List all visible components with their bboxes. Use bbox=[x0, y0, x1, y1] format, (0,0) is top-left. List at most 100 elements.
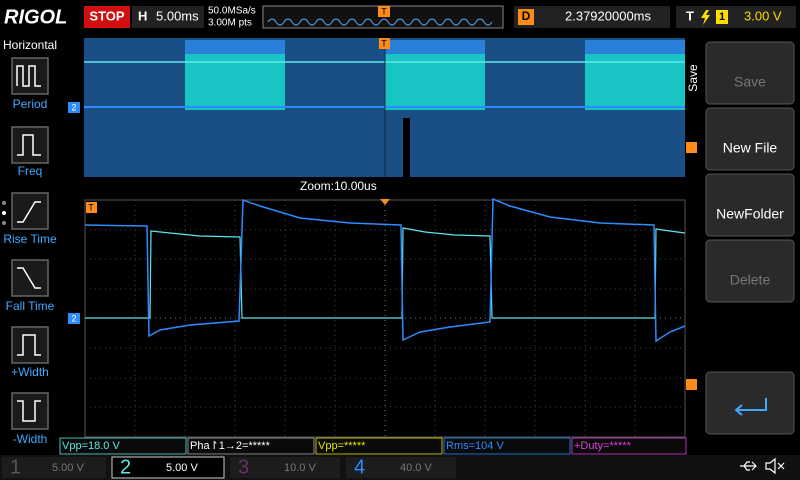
icon-box[interactable] bbox=[11, 392, 49, 430]
channel-box[interactable] bbox=[346, 457, 456, 478]
channel-number: 1 bbox=[10, 456, 21, 478]
measure-box bbox=[443, 437, 571, 455]
icon-box[interactable] bbox=[11, 259, 49, 297]
burst-top bbox=[385, 40, 485, 54]
return-button[interactable] bbox=[705, 371, 795, 435]
trigger-level: 3.00 V bbox=[744, 8, 782, 23]
measure-box bbox=[187, 437, 315, 455]
menu-item[interactable]: Period bbox=[13, 97, 48, 111]
measure-bar bbox=[60, 438, 686, 454]
delay: 2.37920000ms bbox=[565, 8, 652, 23]
menu-item[interactable]: Freq bbox=[18, 164, 43, 178]
channel-scale: 5.00 V bbox=[52, 462, 84, 474]
icon bbox=[17, 201, 41, 223]
channel-box[interactable] bbox=[2, 457, 106, 478]
button-label: New File bbox=[723, 140, 778, 156]
menu-title: Save bbox=[686, 64, 700, 92]
menu-item[interactable]: +Width bbox=[11, 365, 49, 379]
channel-number: 3 bbox=[238, 456, 249, 478]
run-state: STOP bbox=[89, 8, 124, 23]
trigger-marker-box bbox=[86, 202, 97, 213]
menu-icons bbox=[11, 57, 49, 430]
trigger-label: T bbox=[686, 8, 694, 23]
trigger-edge-icon bbox=[701, 10, 710, 25]
dot bbox=[2, 221, 6, 225]
overview-burst-tops bbox=[185, 40, 685, 54]
dot bbox=[2, 201, 6, 205]
channel-scale: 10.0 V bbox=[284, 462, 316, 474]
measure-box bbox=[571, 437, 687, 455]
delay-label-box bbox=[518, 9, 534, 25]
mute-icon[interactable] bbox=[765, 457, 785, 475]
measurement: Pha↾1→2=***** bbox=[190, 440, 271, 452]
measurement: +Duty=***** bbox=[574, 440, 632, 452]
timebase: 5.00ms bbox=[156, 8, 199, 23]
trigger-marker: T bbox=[381, 38, 387, 48]
button-label: Delete bbox=[730, 272, 771, 288]
icon bbox=[17, 267, 41, 289]
sample-rate: 50.0MSa/s bbox=[208, 6, 256, 17]
measurement: Rms=104 V bbox=[446, 440, 504, 452]
new-file-button[interactable] bbox=[705, 107, 795, 171]
measurement: Vpp=18.0 V bbox=[62, 440, 120, 452]
trigger-marker: T bbox=[88, 202, 94, 212]
zoom-window bbox=[403, 118, 410, 177]
channel-marker: 2 bbox=[71, 102, 76, 112]
measure-box bbox=[315, 437, 443, 455]
channel-box[interactable] bbox=[111, 456, 225, 479]
icon bbox=[17, 334, 41, 356]
save-button[interactable] bbox=[705, 41, 795, 105]
icon bbox=[17, 134, 41, 156]
menu-title: Horizontal bbox=[3, 38, 57, 52]
trigger-level-marker bbox=[686, 142, 697, 153]
trigger-marker-box bbox=[378, 6, 390, 17]
channel-marker-box bbox=[68, 313, 80, 324]
measure-box bbox=[59, 437, 187, 455]
memory-depth: 3.00M pts bbox=[208, 18, 252, 29]
menu-item[interactable]: -Width bbox=[13, 432, 48, 446]
delete-button[interactable] bbox=[705, 239, 795, 303]
trigger-marker-box bbox=[379, 38, 390, 49]
icon-box[interactable] bbox=[11, 126, 49, 164]
icon-box[interactable] bbox=[11, 57, 49, 95]
brand: RIGOL bbox=[4, 6, 67, 28]
button-label: Save bbox=[734, 74, 766, 90]
channel-marker: 2 bbox=[71, 313, 76, 323]
icon bbox=[16, 65, 41, 87]
dot bbox=[2, 211, 6, 215]
channel-number: 2 bbox=[120, 456, 131, 478]
channel-marker-box bbox=[68, 102, 80, 113]
burst-top bbox=[185, 40, 285, 54]
channel-number: 4 bbox=[354, 456, 365, 478]
trigger-marker: T bbox=[381, 6, 387, 16]
trigger-position bbox=[380, 199, 390, 205]
usb-icon bbox=[740, 461, 757, 471]
measurement: Vpp=***** bbox=[318, 440, 366, 452]
timebase-box[interactable] bbox=[132, 6, 204, 28]
channel-scale: 40.0 V bbox=[400, 462, 432, 474]
page-dots bbox=[2, 201, 6, 225]
icon bbox=[17, 400, 41, 422]
trigger-source-box bbox=[716, 10, 728, 24]
ch2-trace bbox=[84, 197, 686, 343]
memory-wave bbox=[267, 18, 493, 26]
return-icon bbox=[734, 398, 767, 416]
trigger-source: 1 bbox=[719, 11, 725, 23]
menu-item[interactable]: Fall Time bbox=[6, 299, 55, 313]
timebase-label: H bbox=[138, 8, 147, 23]
channel-scale: 5.00 V bbox=[166, 462, 198, 474]
menu-item[interactable]: Rise Time bbox=[3, 232, 57, 246]
left-menu bbox=[0, 36, 60, 454]
delay-box[interactable] bbox=[514, 6, 670, 28]
channel-box[interactable] bbox=[230, 457, 340, 478]
trigger-level-marker bbox=[686, 379, 697, 390]
new-folder-button[interactable] bbox=[705, 173, 795, 237]
delay-label: D bbox=[522, 9, 531, 23]
icon-box[interactable] bbox=[11, 326, 49, 364]
button-label: NewFolder bbox=[716, 206, 784, 222]
burst-top bbox=[585, 40, 685, 54]
run-state-box[interactable] bbox=[84, 6, 130, 28]
zoom-label: Zoom:10.00us bbox=[300, 179, 377, 193]
